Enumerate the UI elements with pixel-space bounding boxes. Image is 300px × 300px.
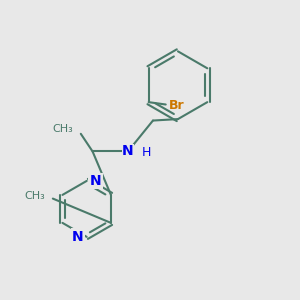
Text: CH₃: CH₃	[25, 190, 46, 201]
Text: N: N	[72, 230, 84, 244]
Text: CH₃: CH₃	[53, 124, 74, 134]
Text: Br: Br	[169, 99, 184, 112]
Text: N: N	[90, 174, 101, 188]
Text: N: N	[122, 145, 134, 158]
Text: H: H	[142, 146, 152, 159]
